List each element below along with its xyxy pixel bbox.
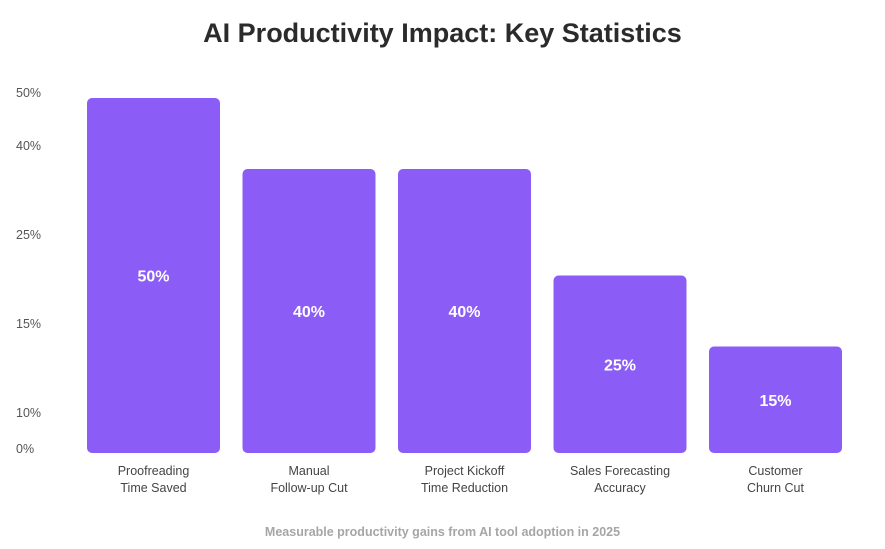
- bar-value-label: 50%: [137, 269, 169, 286]
- y-tick-label: 25%: [16, 228, 41, 242]
- y-axis: 0% 10% 15% 25% 40% 50%: [16, 86, 41, 456]
- x-category-label: Time Saved: [120, 481, 186, 495]
- y-tick-label: 0%: [16, 442, 34, 456]
- bar-group: 50% 40% 40% 25% 15%: [87, 98, 842, 453]
- x-category-label: Churn Cut: [747, 481, 804, 495]
- chart-title: AI Productivity Impact: Key Statistics: [203, 18, 682, 48]
- bar-value-label: 40%: [293, 304, 325, 321]
- y-tick-label: 40%: [16, 139, 41, 153]
- y-tick-label: 15%: [16, 317, 41, 331]
- x-category-label: Proofreading: [118, 464, 190, 478]
- x-category-label: Project Kickoff: [425, 464, 505, 478]
- x-category-label: Manual: [289, 464, 330, 478]
- bar-value-label: 25%: [604, 357, 636, 374]
- x-category-label: Sales Forecasting: [570, 464, 670, 478]
- x-category-label: Customer: [748, 464, 802, 478]
- bar: [553, 275, 687, 453]
- y-tick-label: 50%: [16, 86, 41, 100]
- bar-value-label: 40%: [448, 304, 480, 321]
- x-category-label: Accuracy: [594, 481, 646, 495]
- chart-subtitle: Measurable productivity gains from AI to…: [265, 525, 620, 539]
- x-category-label: Follow-up Cut: [270, 481, 348, 495]
- bar: [709, 346, 842, 453]
- y-tick-label: 10%: [16, 406, 41, 420]
- x-axis: Proofreading Time Saved Manual Follow-up Cu…: [118, 464, 805, 495]
- bar: [398, 169, 531, 453]
- x-category-label: Time Reduction: [421, 481, 508, 495]
- bar: [242, 169, 376, 453]
- bar-value-label: 15%: [759, 393, 791, 410]
- bar: [87, 98, 220, 453]
